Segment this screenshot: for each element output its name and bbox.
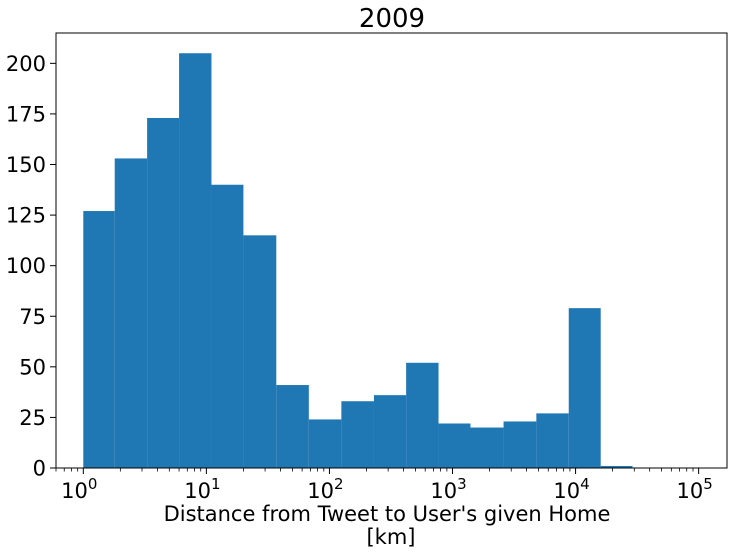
x-tick-label: 102 xyxy=(307,475,343,503)
y-tick-label: 75 xyxy=(19,305,46,329)
histogram-bar xyxy=(470,427,504,468)
x-axis-label-line1: Distance from Tweet to User's given Home xyxy=(164,502,611,526)
histogram-bar xyxy=(438,423,471,468)
histogram-bar xyxy=(243,235,277,468)
y-tick-label: 175 xyxy=(6,102,46,126)
histogram-bar xyxy=(211,184,244,468)
x-tick-label: 100 xyxy=(61,475,97,503)
histogram-bar xyxy=(114,158,148,468)
y-tick-label: 200 xyxy=(6,52,46,76)
plot-area-frame xyxy=(55,32,728,469)
y-axis: 0 25 50 75 100 125 150 175 200 xyxy=(6,52,56,481)
histogram-bar xyxy=(83,211,115,468)
histogram-bar xyxy=(600,465,633,468)
x-tick-label: 103 xyxy=(430,475,466,503)
histogram-bar xyxy=(568,308,601,468)
x-tick-label: 104 xyxy=(553,475,589,503)
chart-title: 2009 xyxy=(359,4,425,34)
histogram-bar xyxy=(147,117,180,468)
bars-group xyxy=(83,53,633,469)
histogram-bar xyxy=(503,421,537,468)
x-axis-label-line2: [km] xyxy=(366,525,415,549)
y-tick-label: 50 xyxy=(19,355,46,379)
x-tick-label: 101 xyxy=(184,475,220,503)
histogram-bar xyxy=(179,53,212,469)
y-tick-label: 25 xyxy=(19,406,46,430)
x-tick-label: 105 xyxy=(676,475,712,503)
y-tick-label: 150 xyxy=(6,153,46,177)
histogram-bar xyxy=(373,395,407,468)
histogram-bar xyxy=(308,419,342,468)
histogram-bar xyxy=(536,413,569,468)
y-tick-label: 125 xyxy=(6,204,46,228)
x-axis: 100 101 102 103 104 105 xyxy=(55,468,713,503)
histogram-bar xyxy=(276,385,309,468)
histogram-bar xyxy=(341,401,374,468)
y-tick-label: 100 xyxy=(6,254,46,278)
y-tick-label: 0 xyxy=(33,457,46,481)
histogram-bar xyxy=(406,362,439,468)
